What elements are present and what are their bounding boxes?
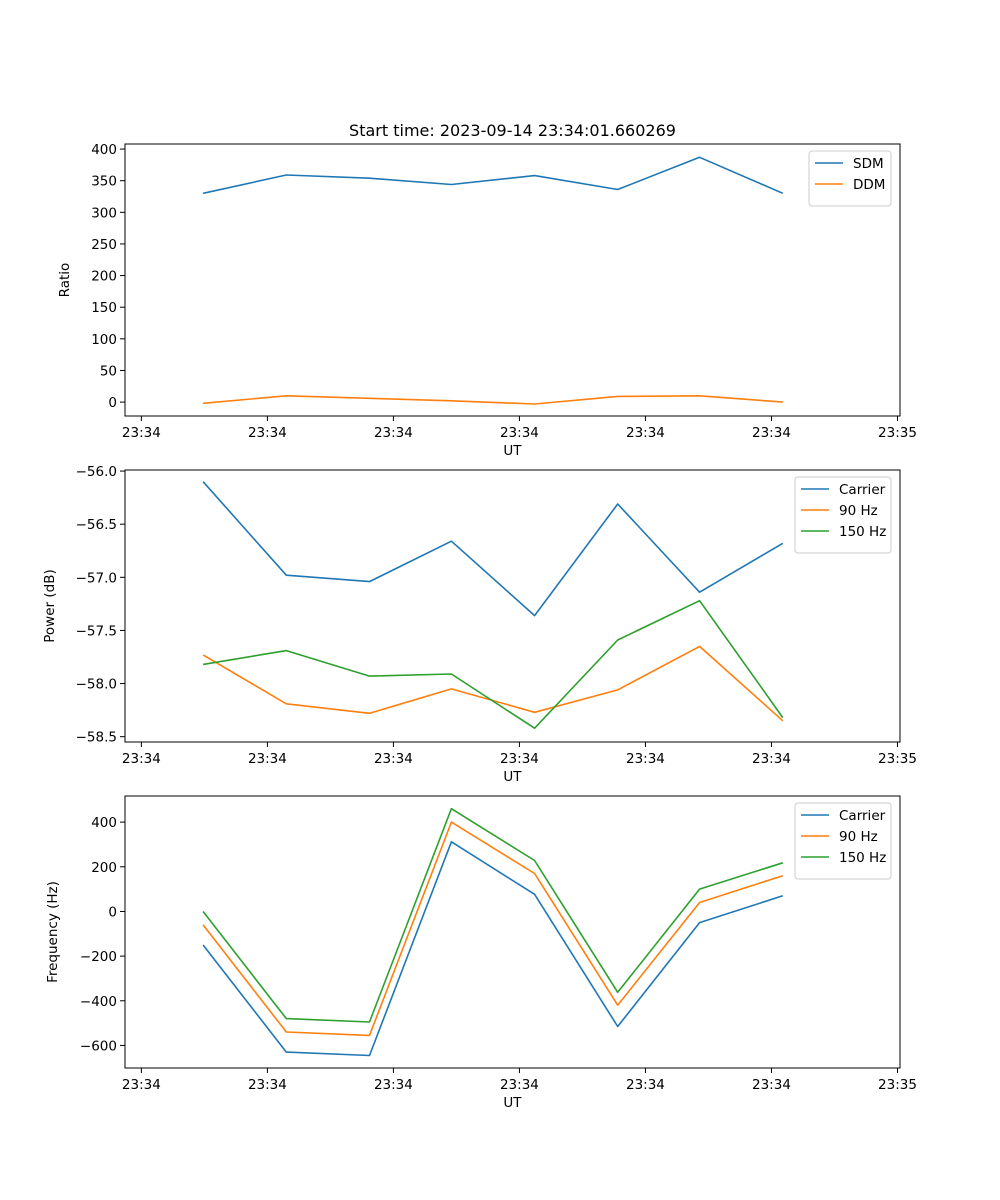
x-tick-label: 23:35 xyxy=(878,1077,917,1093)
x-tick-label: 23:34 xyxy=(626,425,665,441)
series-line-sdm xyxy=(202,156,784,195)
x-tick-label: 23:34 xyxy=(374,751,413,767)
axes-frame xyxy=(124,143,901,417)
chart-panel-2: 23:34 23:34 23:34 23:34 23:34 23:34 23:35 −58.5… xyxy=(42,464,917,785)
legend-label: Carrier xyxy=(839,482,886,498)
y-tick-label: −58.5 xyxy=(76,730,117,746)
legend-label: 150 Hz xyxy=(839,524,886,540)
x-tick-label: 23:34 xyxy=(248,751,287,767)
x-axis-label: UT xyxy=(503,769,522,785)
x-axis-label: UT xyxy=(503,443,522,459)
y-tick-label: 400 xyxy=(91,815,117,831)
x-tick-label: 23:34 xyxy=(374,425,413,441)
y-tick-label: 50 xyxy=(100,363,117,379)
x-tick-label: 23:34 xyxy=(752,1077,791,1093)
y-tick-label: −56.5 xyxy=(76,517,117,533)
y-tick-label: −56.0 xyxy=(76,464,117,480)
x-tick-label: 23:34 xyxy=(752,425,791,441)
y-tick-label: 300 xyxy=(91,205,117,221)
y-tick-label: 250 xyxy=(91,237,117,253)
legend-label: Carrier xyxy=(839,808,886,824)
legend-label: DDM xyxy=(853,177,885,193)
chart-panel-1: 23:34 23:34 23:34 23:34 23:34 23:34 23:35 0 50 10… xyxy=(57,142,917,459)
axes-frame xyxy=(124,469,901,743)
y-tick-label: −57.0 xyxy=(76,570,117,586)
y-tick-label: 400 xyxy=(91,142,117,158)
series-line-90-hz xyxy=(202,821,784,1037)
legend: Carrier 90 Hz 150 Hz xyxy=(794,476,892,554)
y-tick-label: 0 xyxy=(108,395,117,411)
x-tick-label: 23:34 xyxy=(248,1077,287,1093)
series-line-carrier xyxy=(202,481,784,617)
x-tick-label: 23:35 xyxy=(878,425,917,441)
series-line-150-hz xyxy=(202,807,784,1023)
x-tick-label: 23:34 xyxy=(248,425,287,441)
series-line-ddm xyxy=(203,394,783,405)
y-tick-label: 200 xyxy=(91,860,117,876)
y-tick-label: −200 xyxy=(80,949,117,965)
y-tick-label: −400 xyxy=(80,994,117,1010)
x-tick-label: 23:35 xyxy=(878,751,917,767)
figure-title: Start time: 2023-09-14 23:34:01.660269 xyxy=(349,121,676,140)
x-tick-label: 23:34 xyxy=(374,1077,413,1093)
legend-label: 90 Hz xyxy=(839,829,878,845)
panels: 23:34 23:34 23:34 23:34 23:34 23:34 23:35 0 50 10… xyxy=(42,142,917,1111)
legend: Carrier 90 Hz 150 Hz xyxy=(794,802,892,880)
legend-label: 150 Hz xyxy=(839,850,886,866)
y-axis-label: Ratio xyxy=(57,263,73,298)
y-tick-label: 350 xyxy=(91,174,117,190)
x-tick-label: 23:34 xyxy=(626,1077,665,1093)
x-tick-label: 23:34 xyxy=(122,1077,161,1093)
y-axis-label: Frequency (Hz) xyxy=(45,881,61,983)
y-axis-label: Power (dB) xyxy=(42,569,58,642)
y-tick-label: −600 xyxy=(80,1038,117,1054)
series-line-carrier xyxy=(202,840,784,1057)
x-tick-label: 23:34 xyxy=(500,1077,539,1093)
legend-box xyxy=(794,802,892,880)
y-tick-label: 100 xyxy=(91,332,117,348)
x-tick-label: 23:34 xyxy=(752,751,791,767)
legend-box xyxy=(808,150,892,207)
legend-label: SDM xyxy=(853,156,884,172)
series-line-150-hz xyxy=(202,599,784,730)
legend-box xyxy=(794,476,892,554)
x-axis-label: UT xyxy=(503,1095,522,1111)
y-tick-label: −57.5 xyxy=(76,623,117,639)
legend: SDM DDM xyxy=(808,150,892,207)
y-tick-label: 200 xyxy=(91,269,117,285)
y-tick-label: 150 xyxy=(91,300,117,316)
axes-frame xyxy=(124,795,901,1069)
y-tick-label: 0 xyxy=(108,904,117,920)
legend-label: 90 Hz xyxy=(839,503,878,519)
x-tick-label: 23:34 xyxy=(626,751,665,767)
x-tick-label: 23:34 xyxy=(500,425,539,441)
x-tick-label: 23:34 xyxy=(122,751,161,767)
x-tick-label: 23:34 xyxy=(122,425,161,441)
chart-panel-3: 23:34 23:34 23:34 23:34 23:34 23:34 23:35 −600 −… xyxy=(45,795,917,1111)
y-tick-label: −58.0 xyxy=(76,677,117,693)
x-tick-label: 23:34 xyxy=(500,751,539,767)
